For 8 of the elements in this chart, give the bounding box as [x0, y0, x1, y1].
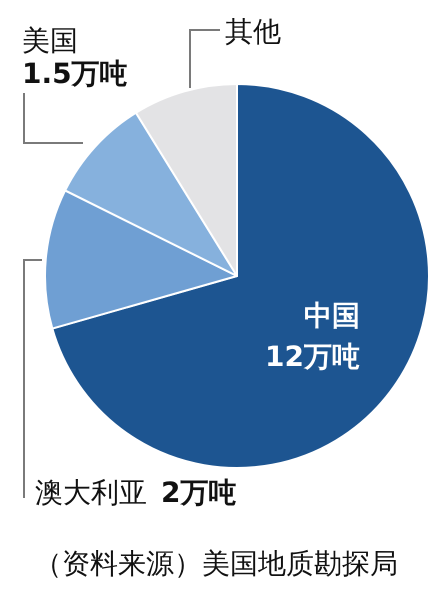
slice-label: 美国: [22, 24, 78, 57]
data-label: 12万吨: [265, 340, 360, 373]
slice-label: 中国: [304, 299, 360, 332]
data-label: 2万吨: [161, 476, 236, 509]
text: （资料来源）美国地质勘探局: [34, 547, 398, 580]
slice-label: 澳大利亚: [35, 476, 147, 509]
data-label: 1.5万吨: [22, 57, 128, 90]
slice-label: 其他: [225, 15, 281, 48]
